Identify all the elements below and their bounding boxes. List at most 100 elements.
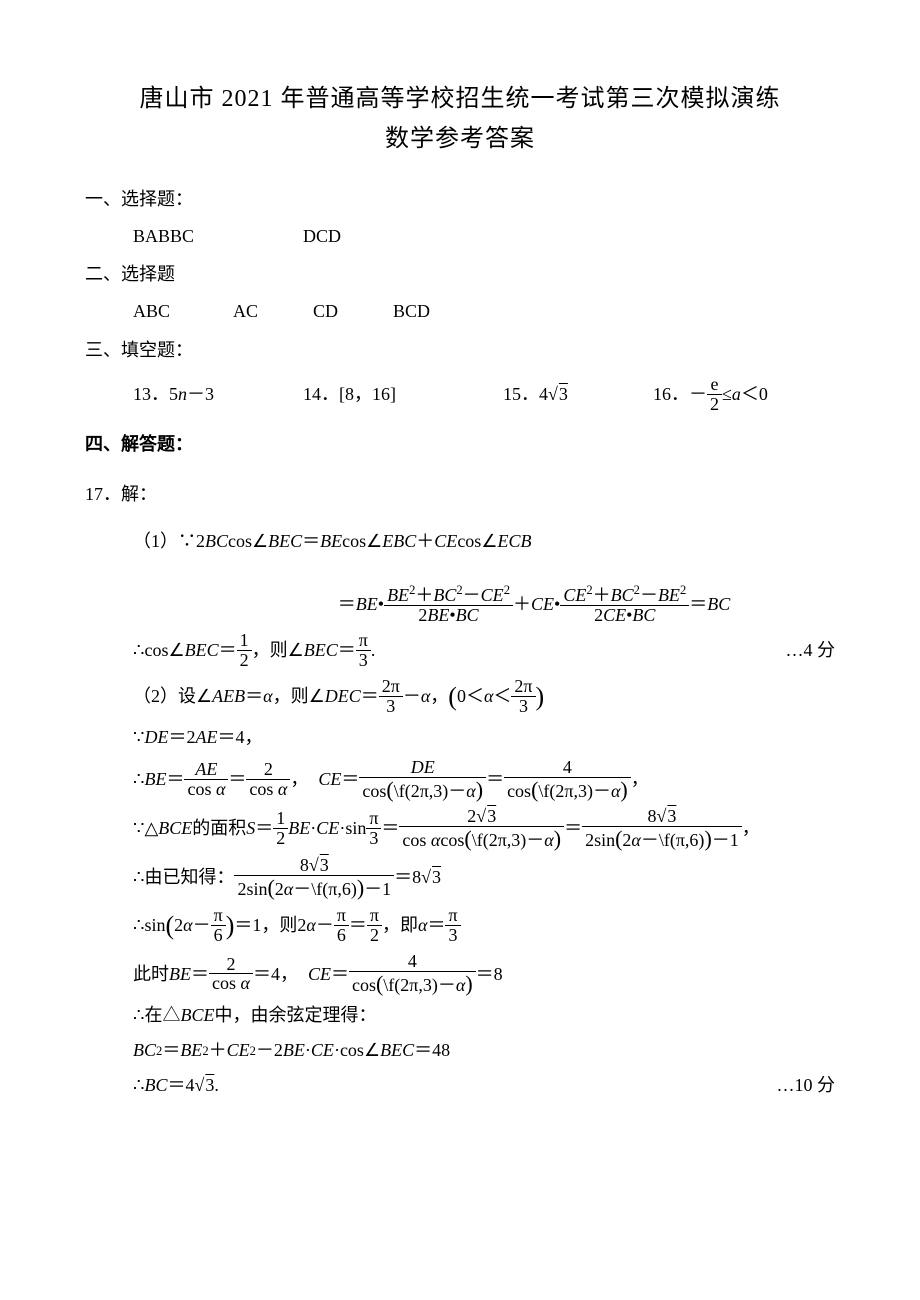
ang2: ∠ xyxy=(366,527,382,556)
eq1b: ＝1， xyxy=(234,911,279,940)
ang6: ∠ xyxy=(196,682,212,711)
alpha1: α xyxy=(263,682,272,711)
q16: 16． － e2 ≤a＜0 xyxy=(653,375,768,414)
eq6: ＝ xyxy=(166,765,184,794)
four-cos-frac: 4cos(\f(2π,3)－α) xyxy=(504,758,631,801)
be2: BE xyxy=(144,765,166,794)
q17-p1-line2: ＝ BE• BE2＋BC2－CE2 2BE•BC ＋ CE• CE2＋BC2－B… xyxy=(133,584,835,625)
q16-num: e xyxy=(707,375,722,395)
eq17: ＝ xyxy=(162,1036,180,1065)
l2-eqbc: ＝ xyxy=(689,590,707,619)
twopi3-frac: 2π3 xyxy=(379,677,403,716)
alpha4: α xyxy=(183,911,192,940)
cosine-law: 由余弦定理得： xyxy=(250,1001,376,1030)
then2: 则 xyxy=(291,682,309,711)
mc2-c: CD xyxy=(313,297,393,326)
q14: 14． [8，16] xyxy=(303,380,503,409)
eq8: ＝ xyxy=(341,765,359,794)
ebc1: EBC xyxy=(382,527,416,556)
comma3: ， xyxy=(430,682,448,711)
q13: 13． 5n－3 xyxy=(133,380,303,409)
plus1: ＋ xyxy=(416,527,434,556)
q17-p2-line9: BC2＝BE2＋CE2－2 BE · CE · cos ∠BEC＝48 xyxy=(133,1036,835,1065)
score-10: …10 分 xyxy=(777,1071,836,1100)
mc1-b: DCD xyxy=(303,222,341,251)
alpha3: α xyxy=(484,682,493,711)
lt1: ＜ xyxy=(493,682,511,711)
then3: 则 xyxy=(279,911,297,940)
zhong: 中， xyxy=(214,1001,250,1030)
comma2: ， xyxy=(273,682,291,711)
ang8: ∠ xyxy=(364,1036,380,1065)
eq15: ＝ xyxy=(191,960,209,989)
bec4: BEC xyxy=(380,1036,414,1065)
ce5: CE xyxy=(227,1036,250,1065)
at-this: 此时 xyxy=(133,960,169,989)
q16-label: 16． xyxy=(653,380,689,409)
th2: ∴ xyxy=(133,765,144,794)
comma7: ， xyxy=(382,911,400,940)
eq14: ＝ xyxy=(427,911,445,940)
q17-p1-line3: ∴cos ∠BEC＝ 12 ， 则∠BEC＝ π3. …4 分 xyxy=(133,631,835,670)
half-frac2: 12 xyxy=(273,809,288,848)
eq12: ＝ xyxy=(564,814,582,843)
th3: ∴ xyxy=(133,863,144,892)
ang5: ∠ xyxy=(288,636,304,665)
pi3-frac3: π3 xyxy=(445,906,460,945)
l2-plus: ＋ xyxy=(513,590,531,619)
eq4: ＝ xyxy=(245,682,263,711)
q16-den: 2 xyxy=(707,395,722,414)
minus2b: －2 xyxy=(256,1036,283,1065)
cos5: cos xyxy=(340,1036,364,1065)
q16-frac: e2 xyxy=(707,375,722,414)
th5: ∴ xyxy=(133,1001,144,1030)
close2: ) xyxy=(226,905,235,947)
ji: 即 xyxy=(400,911,418,940)
l2-bc: BC xyxy=(707,590,730,619)
bc2a: ∵ xyxy=(133,814,144,843)
twopi3-frac2: 2π3 xyxy=(511,677,535,716)
th4: ∴ xyxy=(133,911,144,940)
pi3-frac: π3 xyxy=(356,631,371,670)
comma6: ， xyxy=(742,814,760,843)
l2-frac1: BE2＋BC2－CE2 2BE•BC xyxy=(384,584,513,625)
bec3: BEC xyxy=(304,636,338,665)
eq8b: ＝8 xyxy=(476,960,503,989)
be6: BE xyxy=(283,1036,305,1065)
title-line2: 数学参考答案 xyxy=(85,120,835,158)
sin1: sin xyxy=(345,814,366,843)
area-txt: 的面积 xyxy=(192,814,246,843)
alpha2: α xyxy=(421,682,430,711)
th6: ∴ xyxy=(133,1071,144,1100)
period2: . xyxy=(214,1071,219,1100)
two3: 2 xyxy=(297,911,306,940)
big-frac1: 2√3 cos αcos(\f(2π,3)－α) xyxy=(399,807,564,850)
section-2-heading: 二、选择题 xyxy=(85,260,835,289)
q16-suffix: ＜0 xyxy=(741,380,768,409)
q17-p2-line7: 此时 BE＝ 2cos α ＝4， CE＝ 4cos(\f(2π,3)－α) ＝… xyxy=(133,952,835,995)
eq4a: ＝4， xyxy=(217,723,262,752)
eq4b: ＝4， xyxy=(253,960,298,989)
p2-prefix: （2）设 xyxy=(133,682,196,711)
l2-frac2: CE2＋BC2－BE2 2CE•BC xyxy=(560,584,689,625)
section-3-heading: 三、填空题： xyxy=(85,336,835,365)
eq2: ＝ xyxy=(219,636,237,665)
ce2: CE xyxy=(318,765,341,794)
q15-a: 4 xyxy=(539,380,548,409)
title-line1: 唐山市 2021 年普通高等学校招生统一考试第三次模拟演练 xyxy=(85,80,835,118)
l2-eq: ＝ xyxy=(338,590,356,619)
eq1a: ＝ xyxy=(302,527,320,556)
ce6: CE xyxy=(311,1036,334,1065)
two-cos-frac2: 2cos α xyxy=(209,955,253,994)
open2: ( xyxy=(165,905,174,947)
eq11: ＝ xyxy=(381,814,399,843)
l2-ce: CE xyxy=(531,590,554,619)
q17-p2-line3: ∴BE＝ AEcos α ＝ 2cos α ， CE＝ DEcos(\f(2π,… xyxy=(133,758,835,801)
eq10: ＝ xyxy=(255,814,273,843)
be5: BE xyxy=(180,1036,202,1065)
q17-p2-line1: （2）设∠AEB＝α， 则∠DEC＝ 2π3－α， (0＜α＜ 2π3) xyxy=(133,676,835,718)
q17-p2-line2: ∵DE＝2AE＝4， xyxy=(133,723,835,752)
sin2: sin xyxy=(144,911,165,940)
be3: BE xyxy=(288,814,310,843)
alpha5: α xyxy=(306,911,315,940)
